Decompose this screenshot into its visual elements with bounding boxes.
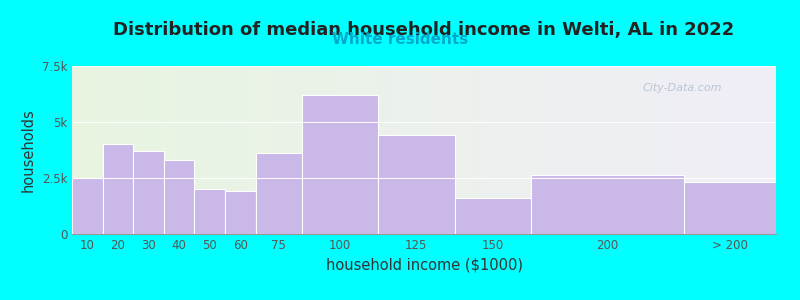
Bar: [102, 144, 134, 234]
Text: White residents: White residents: [332, 32, 468, 46]
Bar: [194, 189, 225, 234]
Bar: [302, 95, 378, 234]
Bar: [531, 175, 684, 234]
Y-axis label: households: households: [21, 108, 36, 192]
Title: Distribution of median household income in Welti, AL in 2022: Distribution of median household income …: [114, 21, 734, 39]
Bar: [225, 191, 256, 234]
Text: City-Data.com: City-Data.com: [642, 83, 722, 93]
Bar: [256, 153, 302, 234]
Bar: [684, 182, 776, 234]
Bar: [164, 160, 194, 234]
Bar: [378, 135, 454, 234]
X-axis label: household income ($1000): household income ($1000): [326, 257, 522, 272]
Bar: [134, 151, 164, 234]
Bar: [454, 198, 531, 234]
Bar: [72, 178, 102, 234]
